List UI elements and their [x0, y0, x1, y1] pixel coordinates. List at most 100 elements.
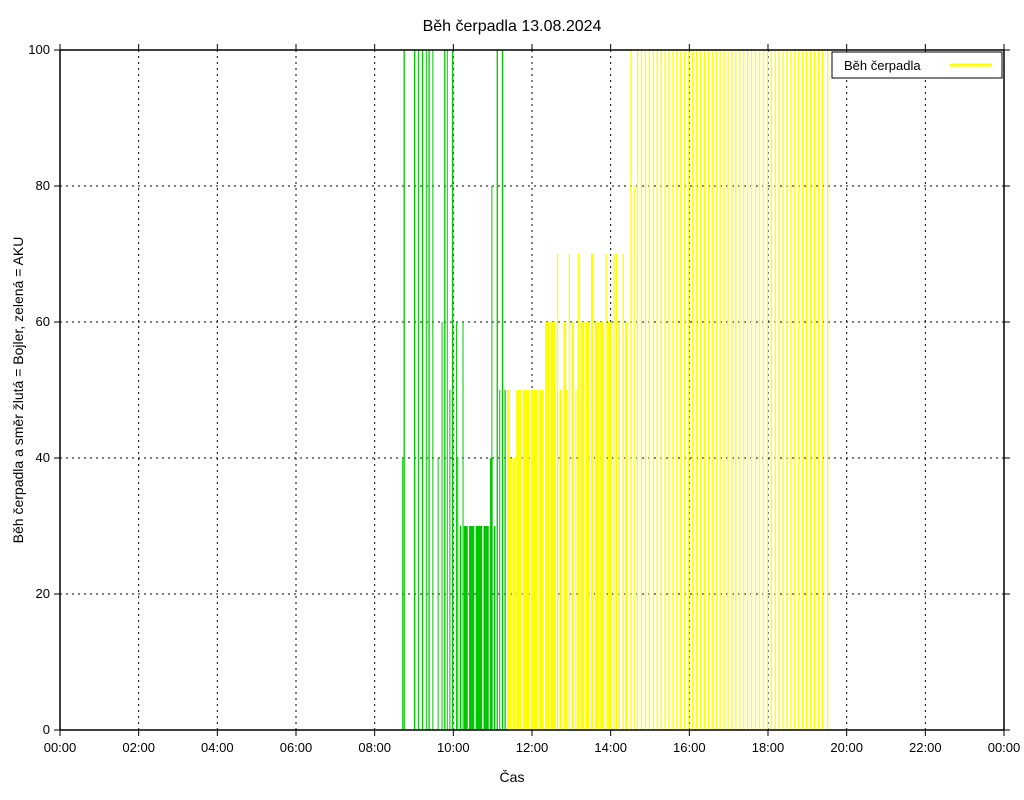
bar: [798, 50, 799, 730]
bar: [516, 390, 521, 730]
bar: [422, 50, 423, 730]
bar: [790, 50, 791, 730]
bar: [814, 50, 815, 730]
x-tick-label: 00:00: [988, 740, 1021, 755]
bar: [700, 50, 701, 730]
legend-label: Běh čerpadla: [844, 58, 921, 73]
bar: [563, 322, 566, 730]
bar: [668, 50, 669, 730]
bar: [578, 254, 579, 730]
bar: [404, 50, 405, 730]
bars: [402, 50, 828, 730]
bar: [463, 322, 464, 730]
bar: [444, 50, 445, 730]
bar: [719, 50, 720, 730]
bar: [712, 50, 713, 730]
bar: [727, 50, 728, 730]
x-tick-label: 00:00: [44, 740, 77, 755]
bar: [569, 254, 570, 730]
bar: [786, 50, 787, 730]
x-tick-label: 04:00: [201, 740, 234, 755]
x-tick-label: 12:00: [516, 740, 549, 755]
bar: [759, 50, 760, 730]
bar: [476, 526, 483, 730]
bar: [827, 50, 828, 730]
bar: [822, 50, 823, 730]
bar: [660, 50, 661, 730]
bar: [494, 526, 495, 730]
bar: [591, 254, 594, 730]
bar: [806, 50, 807, 730]
bar: [613, 254, 614, 730]
bar: [497, 50, 498, 730]
bar: [782, 50, 783, 730]
bar: [767, 50, 768, 730]
bar: [616, 254, 617, 730]
bar: [499, 390, 500, 730]
bar: [557, 254, 558, 730]
bar: [571, 322, 574, 730]
bar: [426, 50, 427, 730]
x-tick-label: 20:00: [830, 740, 863, 755]
y-tick-label: 100: [28, 42, 50, 57]
x-tick-label: 08:00: [358, 740, 391, 755]
bar: [460, 526, 461, 730]
y-tick-label: 80: [36, 178, 50, 193]
bar: [684, 50, 685, 730]
bar: [664, 50, 665, 730]
y-tick-label: 60: [36, 314, 50, 329]
bar: [818, 50, 819, 730]
bar: [512, 458, 515, 730]
bar: [625, 322, 628, 730]
bar: [402, 458, 403, 730]
bar: [641, 50, 642, 730]
bar: [810, 50, 811, 730]
bar: [751, 50, 752, 730]
x-axis-label: Čas: [0, 769, 1024, 785]
bar: [539, 390, 544, 730]
y-tick-label: 40: [36, 450, 50, 465]
bar: [452, 50, 453, 730]
x-tick-label: 02:00: [122, 740, 155, 755]
x-tick-label: 10:00: [437, 740, 470, 755]
bar: [619, 322, 620, 730]
bar: [608, 322, 612, 730]
bar: [802, 50, 803, 730]
y-axis-label: Běh čerpadla a směr žlutá = Bojler, zele…: [10, 190, 30, 590]
bar: [634, 186, 635, 730]
bar: [442, 322, 443, 730]
bar: [605, 254, 606, 730]
bar: [696, 50, 697, 730]
bar: [418, 50, 419, 730]
bar: [523, 390, 530, 730]
bar: [708, 50, 709, 730]
bar: [747, 50, 748, 730]
bar: [566, 390, 567, 730]
legend: Běh čerpadla: [832, 52, 1002, 78]
bar: [510, 458, 511, 730]
bar: [502, 50, 503, 730]
chart-svg: 02040608010000:0002:0004:0006:0008:0010:…: [0, 0, 1024, 800]
x-tick-label: 06:00: [280, 740, 313, 755]
bar: [600, 322, 604, 730]
chart-container: Běh čerpadla 13.08.2024 Běh čerpadla a s…: [0, 0, 1024, 800]
bar: [432, 50, 433, 730]
bar: [771, 50, 772, 730]
x-tick-label: 22:00: [909, 740, 942, 755]
bar: [657, 50, 658, 730]
bar: [428, 50, 429, 730]
bar: [550, 322, 555, 730]
bar: [704, 50, 705, 730]
bar: [560, 390, 563, 730]
bar: [457, 458, 458, 730]
bar: [794, 50, 795, 730]
bar: [637, 50, 638, 730]
bar: [716, 50, 717, 730]
x-tick-label: 14:00: [594, 740, 627, 755]
bar: [464, 526, 468, 730]
bar: [595, 322, 599, 730]
x-tick-label: 16:00: [673, 740, 706, 755]
bar: [531, 390, 538, 730]
bar: [692, 50, 693, 730]
bar: [778, 50, 779, 730]
